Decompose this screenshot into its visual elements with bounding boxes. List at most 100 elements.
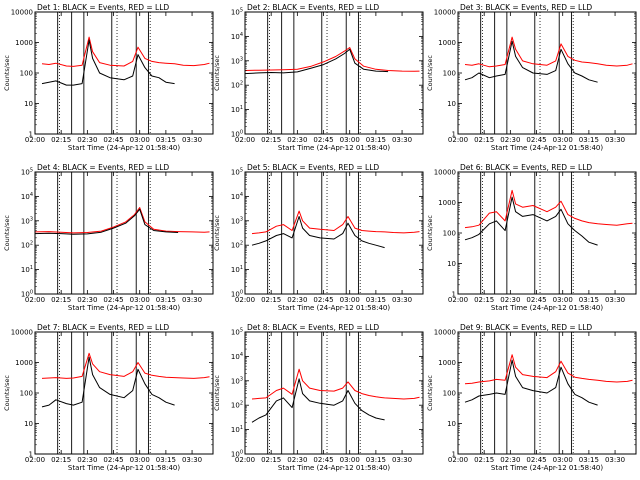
- x-tick-label: 03:30: [605, 296, 625, 304]
- y-tick-label: 100: [20, 70, 33, 78]
- x-axis-label: Start Time (24-Apr-12 01:58:40): [68, 304, 180, 312]
- x-tick-label: 02:15: [261, 136, 281, 144]
- events-series-line: [464, 359, 598, 406]
- plot-frame: [244, 171, 424, 295]
- x-tick-label: 03:15: [579, 456, 599, 464]
- y-tick-label: 10000: [11, 329, 33, 337]
- x-tick-label: 02:45: [313, 296, 333, 304]
- y-tick-label: 10000: [434, 9, 456, 17]
- panel-title: Det 8: BLACK = Events, RED = LLD: [247, 323, 379, 332]
- events-series-line: [35, 208, 179, 235]
- panel-title: Det 5: BLACK = Events, RED = LLD: [247, 163, 379, 172]
- y-tick-label: 100: [443, 70, 456, 78]
- panel-title: Det 7: BLACK = Events, RED = LLD: [37, 323, 169, 332]
- lld-series-line: [245, 47, 420, 72]
- x-tick-label: 02:30: [77, 136, 97, 144]
- x-tick-label: 02:45: [103, 296, 123, 304]
- x-tick-label: 02:15: [474, 296, 494, 304]
- series-group: [464, 189, 633, 246]
- x-tick-label: 03:30: [182, 456, 202, 464]
- y-axis-label: Counts/sec: [426, 375, 434, 411]
- y-tick-label: 105: [231, 8, 243, 17]
- x-tick-label: 02:15: [474, 456, 494, 464]
- series-group: [41, 36, 210, 86]
- x-tick-label: 03:00: [130, 296, 150, 304]
- x-tick-label: 02:45: [103, 136, 123, 144]
- x-axis-label: Start Time (24-Apr-12 01:58:40): [278, 144, 390, 152]
- x-tick-label: 03:30: [182, 136, 202, 144]
- y-tick-label: 1: [29, 451, 33, 459]
- y-tick-label: 101: [21, 265, 33, 274]
- series-group: [251, 368, 420, 423]
- x-tick-label: 02:15: [261, 296, 281, 304]
- y-axis-label: Counts/sec: [213, 215, 221, 251]
- detector-panel-8: Det 8: BLACK = Events, RED = LLD 100 101 10…: [213, 323, 424, 472]
- x-tick-label: 03:00: [340, 296, 360, 304]
- x-tick-label: 03:30: [605, 456, 625, 464]
- y-tick-label: 10: [447, 100, 456, 108]
- x-tick-label: 02:30: [500, 296, 520, 304]
- y-tick-label: 10: [447, 420, 456, 428]
- x-axis-label: Start Time (24-Apr-12 01:58:40): [68, 464, 180, 472]
- y-tick-label: 1: [452, 451, 456, 459]
- y-axis-label: Counts/sec: [213, 55, 221, 91]
- y-tick-label: 103: [231, 376, 243, 385]
- detector-panel-1: Det 1: BLACK = Events, RED = LLD 1 10 100 10…: [3, 3, 214, 152]
- events-series-line: [245, 48, 389, 75]
- y-axis-label: Counts/sec: [3, 55, 11, 91]
- lld-series-line: [464, 354, 633, 385]
- y-tick-label: 104: [231, 32, 243, 41]
- x-tick-label: 02:00: [235, 296, 255, 304]
- x-tick-label: 03:00: [553, 136, 573, 144]
- y-tick-label: 102: [231, 81, 243, 90]
- lld-series-line: [251, 210, 420, 235]
- x-tick-label: 02:15: [51, 136, 71, 144]
- x-tick-label: 03:30: [605, 136, 625, 144]
- y-tick-label: 10000: [434, 329, 456, 337]
- x-tick-label: 02:30: [287, 456, 307, 464]
- y-tick-label: 10: [24, 420, 33, 428]
- lld-series-line: [41, 36, 210, 67]
- y-tick-label: 100: [231, 450, 243, 459]
- panel-title: Det 4: BLACK = Events, RED = LLD: [37, 163, 169, 172]
- x-tick-label: 02:30: [500, 136, 520, 144]
- x-tick-label: 02:45: [526, 456, 546, 464]
- x-tick-label: 02:00: [448, 296, 468, 304]
- plot-frame: [244, 331, 424, 455]
- y-axis-label: Counts/sec: [426, 215, 434, 251]
- series-group: [464, 354, 633, 406]
- x-axis-label: Start Time (24-Apr-12 01:58:40): [491, 144, 603, 152]
- x-axis-label: Start Time (24-Apr-12 01:58:40): [491, 464, 603, 472]
- x-axis-label: Start Time (24-Apr-12 01:58:40): [68, 144, 180, 152]
- y-tick-label: 10: [24, 100, 33, 108]
- y-tick-label: 10000: [11, 9, 33, 17]
- detector-panel-4: Det 4: BLACK = Events, RED = LLD 100 101 10…: [3, 163, 214, 312]
- y-tick-label: 101: [231, 425, 243, 434]
- plot-frame: [34, 331, 214, 455]
- y-tick-label: 103: [231, 216, 243, 225]
- x-tick-label: 03:15: [366, 136, 386, 144]
- x-tick-label: 02:45: [103, 456, 123, 464]
- x-axis-label: Start Time (24-Apr-12 01:58:40): [278, 304, 390, 312]
- lld-series-line: [251, 368, 420, 400]
- y-tick-label: 100: [231, 290, 243, 299]
- x-tick-label: 03:15: [156, 456, 176, 464]
- x-tick-label: 03:15: [156, 136, 176, 144]
- y-tick-label: 100: [443, 230, 456, 238]
- x-tick-label: 02:00: [25, 456, 45, 464]
- detector-panel-3: Det 3: BLACK = Events, RED = LLD 1 10 100 10…: [426, 3, 637, 152]
- events-series-line: [41, 356, 175, 408]
- y-tick-label: 101: [231, 105, 243, 114]
- x-axis-label: Start Time (24-Apr-12 01:58:40): [491, 304, 603, 312]
- x-tick-label: 02:45: [526, 136, 546, 144]
- lld-series-line: [464, 36, 633, 68]
- x-tick-label: 02:45: [526, 296, 546, 304]
- x-tick-label: 03:30: [392, 296, 412, 304]
- detector-panel-7: Det 7: BLACK = Events, RED = LLD 1 10 100 10…: [3, 323, 214, 472]
- y-tick-label: 1: [452, 291, 456, 299]
- x-tick-label: 02:45: [313, 456, 333, 464]
- y-tick-label: 1000: [438, 359, 456, 367]
- y-tick-label: 105: [231, 168, 243, 177]
- panel-title: Det 3: BLACK = Events, RED = LLD: [460, 3, 592, 12]
- y-tick-label: 103: [231, 56, 243, 65]
